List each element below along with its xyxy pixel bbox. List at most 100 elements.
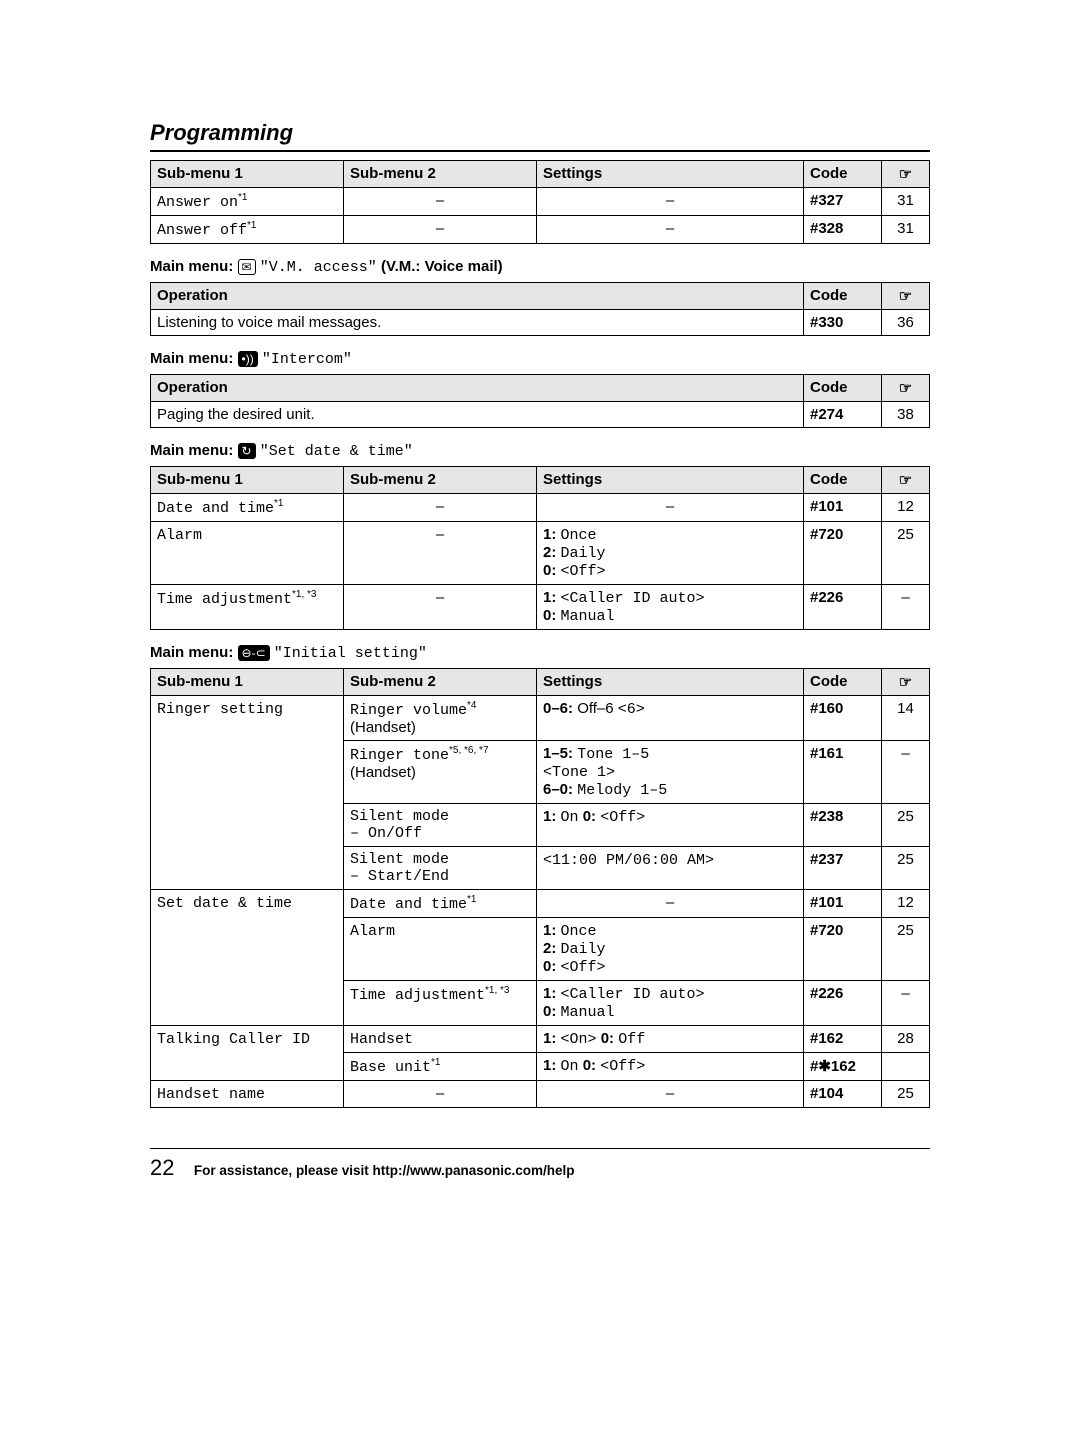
col-header: ☞: [882, 669, 930, 696]
col-header: Operation: [151, 375, 804, 402]
mail-icon: ✉: [238, 259, 256, 275]
hand-icon: ☞: [899, 674, 912, 691]
cell-code: #226: [804, 585, 882, 630]
cell-sub1: Alarm: [151, 522, 344, 585]
cell-settings: –: [537, 188, 804, 216]
table-vm: Operation Code ☞ Listening to voice mail…: [150, 282, 930, 336]
cell-page: 25: [882, 1081, 930, 1108]
cell-sub1: Set date & time: [151, 890, 344, 1026]
cell-page: 38: [882, 402, 930, 428]
table-row: Date and time*1 – – #101 12: [151, 494, 930, 522]
cell-page: 25: [882, 522, 930, 585]
cell-page: 14: [882, 696, 930, 741]
hand-icon: ☞: [899, 166, 912, 183]
menu-heading-initial: Main menu: ⊖-⊂ "Initial setting": [150, 644, 930, 662]
col-header: Sub-menu 2: [344, 161, 537, 188]
cell-sub1: Ringer setting: [151, 696, 344, 890]
cell-sub1: Date and time*1: [151, 494, 344, 522]
col-header: Sub-menu 1: [151, 467, 344, 494]
table-header-row: Sub-menu 1 Sub-menu 2 Settings Code ☞: [151, 467, 930, 494]
cell-code: #720: [804, 522, 882, 585]
cell-code: #274: [804, 402, 882, 428]
hand-icon: ☞: [899, 288, 912, 305]
cell-settings: 1: On 0: <Off>: [537, 1053, 804, 1081]
table-row: Set date & time Date and time*1 – #101 1…: [151, 890, 930, 918]
col-header: Code: [804, 467, 882, 494]
col-header: ☞: [882, 283, 930, 310]
cell-settings: –: [537, 890, 804, 918]
cell-sub1: Handset name: [151, 1081, 344, 1108]
col-header: Sub-menu 1: [151, 161, 344, 188]
table-row: Talking Caller ID Handset 1: <On> 0: Off…: [151, 1026, 930, 1053]
cell-settings: 1: On 0: <Off>: [537, 804, 804, 847]
table-row: Listening to voice mail messages. #330 3…: [151, 310, 930, 336]
col-header: Sub-menu 2: [344, 467, 537, 494]
col-header: Settings: [537, 467, 804, 494]
cell-code: #✱162: [804, 1053, 882, 1081]
menu-heading-intercom: Main menu: •)) "Intercom": [150, 350, 930, 368]
table-row: Time adjustment*1, *3 – 1: <Caller ID au…: [151, 585, 930, 630]
cell-code: #226: [804, 981, 882, 1026]
cell-page: 31: [882, 216, 930, 244]
cell-sub2: Time adjustment*1, *3: [344, 981, 537, 1026]
table-programming-top: Sub-menu 1 Sub-menu 2 Settings Code ☞ An…: [150, 160, 930, 244]
table-row: Paging the desired unit. #274 38: [151, 402, 930, 428]
cell-sub1: Time adjustment*1, *3: [151, 585, 344, 630]
cell-code: #238: [804, 804, 882, 847]
cell-settings: –: [537, 1081, 804, 1108]
menu-heading-vm: Main menu: ✉ "V.M. access" (V.M.: Voice …: [150, 258, 930, 276]
cell-code: #330: [804, 310, 882, 336]
cell-code: #720: [804, 918, 882, 981]
page-title: Programming: [150, 120, 930, 152]
settings-icon: ⊖-⊂: [238, 645, 270, 661]
cell-page: 25: [882, 847, 930, 890]
cell-settings: 1: <Caller ID auto>0: Manual: [537, 585, 804, 630]
cell-page: 36: [882, 310, 930, 336]
table-row: Alarm – 1: Once2: Daily0: <Off> #720 25: [151, 522, 930, 585]
hand-icon: ☞: [899, 472, 912, 489]
cell-sub1: Answer on*1: [151, 188, 344, 216]
cell-page: 25: [882, 918, 930, 981]
cell-page: –: [882, 585, 930, 630]
cell-sub1: Answer off*1: [151, 216, 344, 244]
menu-heading-date: Main menu: ↻ "Set date & time": [150, 442, 930, 460]
cell-sub2: –: [344, 494, 537, 522]
cell-page: 12: [882, 890, 930, 918]
cell-sub2: –: [344, 585, 537, 630]
cell-sub1: Talking Caller ID: [151, 1026, 344, 1081]
cell-settings: 0–6: Off–6 <6>: [537, 696, 804, 741]
cell-code: #160: [804, 696, 882, 741]
col-header: Code: [804, 161, 882, 188]
cell-sub2: Ringer tone*5, *6, *7(Handset): [344, 741, 537, 804]
page-number: 22: [150, 1155, 190, 1181]
col-header: Sub-menu 2: [344, 669, 537, 696]
page-footer: 22 For assistance, please visit http://w…: [150, 1148, 930, 1181]
cell-settings: 1: Once2: Daily0: <Off>: [537, 522, 804, 585]
cell-settings: –: [537, 494, 804, 522]
cell-sub2: –: [344, 188, 537, 216]
table-header-row: Sub-menu 1 Sub-menu 2 Settings Code ☞: [151, 161, 930, 188]
cell-page: –: [882, 741, 930, 804]
table-row: Answer on*1 – – #327 31: [151, 188, 930, 216]
table-initial: Sub-menu 1 Sub-menu 2 Settings Code ☞ Ri…: [150, 668, 930, 1108]
clock-icon: ↻: [238, 443, 256, 459]
cell-sub2: Date and time*1: [344, 890, 537, 918]
col-header: Settings: [537, 669, 804, 696]
cell-page: 12: [882, 494, 930, 522]
col-header: Operation: [151, 283, 804, 310]
col-header: Settings: [537, 161, 804, 188]
cell-sub2: Alarm: [344, 918, 537, 981]
cell-code: #104: [804, 1081, 882, 1108]
col-header: Code: [804, 375, 882, 402]
table-date: Sub-menu 1 Sub-menu 2 Settings Code ☞ Da…: [150, 466, 930, 630]
hand-icon: ☞: [899, 380, 912, 397]
cell-sub2: Base unit*1: [344, 1053, 537, 1081]
table-header-row: Sub-menu 1 Sub-menu 2 Settings Code ☞: [151, 669, 930, 696]
page-container: Programming Sub-menu 1 Sub-menu 2 Settin…: [0, 0, 1080, 1241]
cell-operation: Listening to voice mail messages.: [151, 310, 804, 336]
table-header-row: Operation Code ☞: [151, 375, 930, 402]
col-header: Sub-menu 1: [151, 669, 344, 696]
cell-code: #328: [804, 216, 882, 244]
table-header-row: Operation Code ☞: [151, 283, 930, 310]
cell-code: #327: [804, 188, 882, 216]
